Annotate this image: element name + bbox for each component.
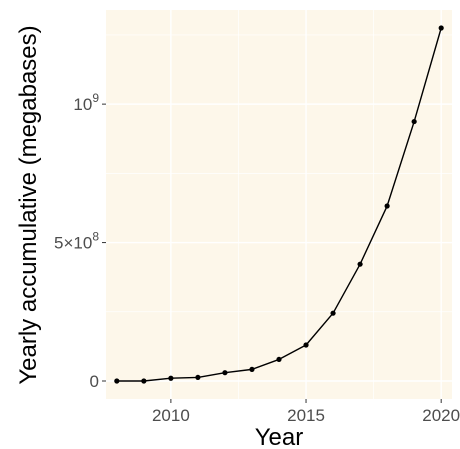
data-point xyxy=(249,367,254,372)
data-point xyxy=(114,378,119,383)
data-point xyxy=(412,119,417,124)
data-point xyxy=(330,311,335,316)
y-tick-label: 0 xyxy=(90,372,99,391)
plot-panel xyxy=(106,10,452,399)
data-point xyxy=(195,375,200,380)
data-point xyxy=(141,378,146,383)
y-tick-label: 109 xyxy=(73,91,99,114)
data-point xyxy=(357,262,362,267)
data-point xyxy=(276,357,281,362)
x-axis: 2010 2015 2020 xyxy=(152,399,460,425)
data-point xyxy=(385,203,390,208)
data-point xyxy=(439,25,444,30)
data-point xyxy=(168,376,173,381)
y-tick-label: 5×108 xyxy=(54,230,99,253)
x-tick-label: 2020 xyxy=(422,406,460,425)
y-axis: 0 5×108 109 xyxy=(54,91,106,391)
x-axis-title: Year xyxy=(255,424,304,449)
y-axis-title: Yearly accumulative (megabases) xyxy=(15,25,42,384)
data-point xyxy=(222,370,227,375)
data-point xyxy=(303,342,308,347)
x-tick-label: 2015 xyxy=(287,406,325,425)
x-tick-label: 2010 xyxy=(152,406,190,425)
